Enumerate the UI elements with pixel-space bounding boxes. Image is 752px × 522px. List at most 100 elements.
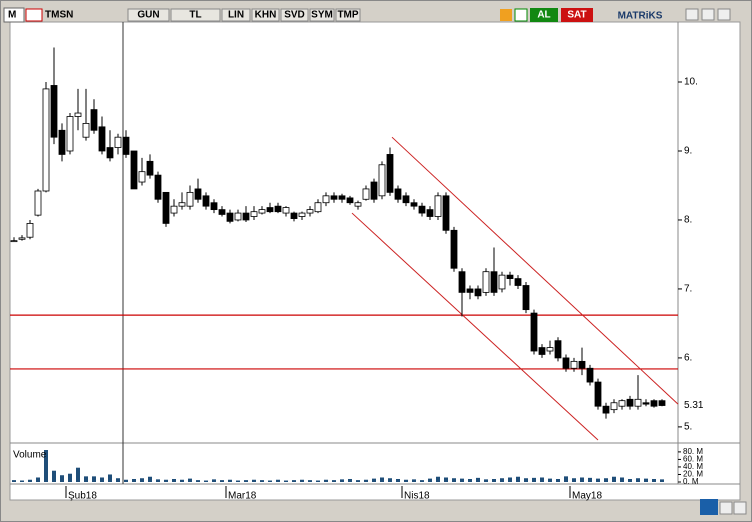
candle-body (138, 171, 146, 183)
trend-line (391, 136, 679, 405)
candle-body (370, 181, 378, 200)
candle-body (602, 405, 610, 414)
close-icon[interactable] (25, 8, 43, 22)
toolbar-button[interactable] (170, 8, 221, 22)
volume-tick-label: 80. M (683, 447, 703, 456)
buy-button[interactable] (530, 8, 558, 22)
candle-body (410, 202, 418, 207)
candle-body (42, 88, 50, 192)
y-tick-label: 6. (684, 353, 692, 364)
candle-body (450, 229, 458, 269)
candle-body (618, 400, 626, 407)
candle-body (522, 285, 530, 311)
candle-body (98, 126, 106, 152)
candle-body (594, 381, 602, 407)
logo-box[interactable] (3, 7, 25, 23)
refresh-icon[interactable] (514, 8, 528, 22)
toolbar-button-label: GUN (137, 10, 159, 21)
volume-bar (524, 478, 528, 482)
candle-body (114, 136, 122, 148)
candle-body (130, 150, 138, 190)
volume-bar (196, 480, 200, 482)
candle-body (194, 188, 202, 200)
candle-body (658, 400, 666, 406)
y-tick-label: 8. (684, 215, 692, 226)
candle-body (434, 195, 442, 217)
volume-bar (364, 479, 368, 482)
volume-bar (244, 480, 248, 482)
toolbar-button[interactable] (280, 8, 309, 22)
volume-bar (588, 477, 592, 482)
candle-body (466, 288, 474, 293)
volume-bar (284, 480, 288, 482)
volume-bar (68, 473, 72, 482)
volume-bar (620, 477, 624, 482)
volume-bar (564, 476, 568, 482)
volume-bar (636, 478, 640, 482)
candle-body (570, 360, 578, 369)
sync-icon[interactable] (700, 499, 718, 515)
candle-body (258, 209, 266, 214)
toolbar-button[interactable] (251, 8, 280, 22)
scroll-right[interactable] (733, 501, 747, 515)
volume-bar (84, 476, 88, 482)
volume-bar (52, 470, 56, 482)
x-tick-label: Nis18 (404, 491, 430, 502)
y-tick-label: 10. (684, 77, 698, 88)
volume-bar (444, 477, 448, 482)
y-tick-label: 9. (684, 146, 692, 157)
volume-bar (20, 480, 24, 482)
toolbar-button[interactable] (127, 8, 170, 22)
candle-body (642, 402, 650, 405)
candle-body (10, 240, 18, 243)
candle-body (282, 207, 290, 214)
volume-bar (572, 478, 576, 482)
close[interactable] (717, 8, 731, 21)
candle-body (378, 164, 386, 197)
candle-body (610, 402, 618, 411)
candle-body (306, 209, 314, 214)
volume-bar (324, 479, 328, 482)
volume-bar (652, 478, 656, 482)
candle-body (26, 223, 34, 238)
volume-bar (92, 476, 96, 482)
volume-bar (188, 478, 192, 482)
volume-bar (412, 479, 416, 482)
volume-bar (180, 479, 184, 482)
volume-bar (100, 477, 104, 482)
sell-button[interactable] (561, 8, 593, 22)
volume-bar (468, 478, 472, 482)
candle-body (290, 212, 298, 219)
volume-bar (132, 478, 136, 482)
toolbar-button-label: TMP (337, 10, 358, 21)
volume-bar (172, 478, 176, 482)
candle-body (106, 147, 114, 159)
toolbar-button[interactable] (335, 8, 361, 22)
volume-bar (236, 480, 240, 482)
volume-bar (36, 477, 40, 482)
volume-bar (28, 479, 32, 482)
toolbar-button[interactable] (309, 8, 335, 22)
y-tick-label: 7. (684, 284, 692, 295)
volume-bar (76, 467, 80, 482)
maximize[interactable] (701, 8, 715, 21)
candle-body (498, 274, 506, 290)
candle-body (514, 278, 522, 286)
volume-bar (108, 474, 112, 482)
candle-body (298, 212, 306, 217)
volume-bar (532, 477, 536, 482)
minimize[interactable] (685, 8, 699, 21)
volume-bar (316, 480, 320, 482)
scroll-left[interactable] (719, 501, 733, 515)
symbol[interactable]: TMSN (45, 10, 73, 21)
volume-bar (596, 478, 600, 482)
flash-icon[interactable] (500, 9, 512, 21)
logo: M (8, 10, 16, 21)
candle-body (458, 271, 466, 293)
candle-body (274, 205, 282, 213)
volume-bar (428, 478, 432, 482)
toolbar-button[interactable] (221, 8, 251, 22)
volume-bar (396, 478, 400, 482)
volume-bar (148, 476, 152, 482)
candle-body (490, 271, 498, 293)
